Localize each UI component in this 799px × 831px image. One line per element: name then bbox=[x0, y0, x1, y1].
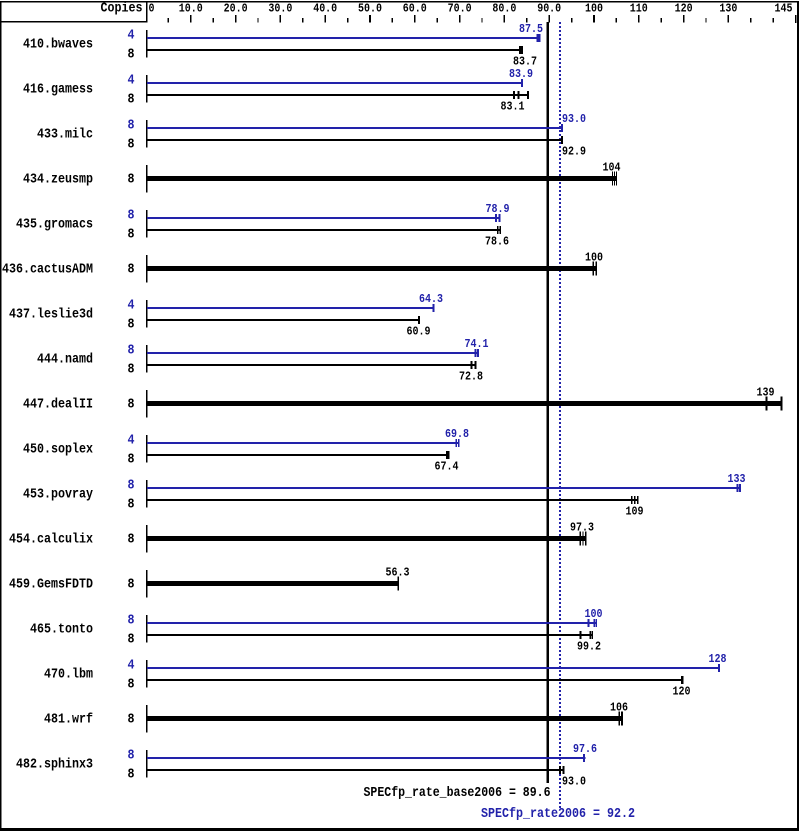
svg-text:106: 106 bbox=[610, 700, 628, 714]
svg-text:8: 8 bbox=[128, 577, 135, 593]
svg-text:100: 100 bbox=[585, 250, 603, 264]
svg-text:8: 8 bbox=[128, 451, 135, 467]
svg-text:133: 133 bbox=[728, 472, 746, 486]
svg-text:97.6: 97.6 bbox=[573, 742, 597, 756]
svg-text:8: 8 bbox=[128, 532, 135, 548]
svg-text:0: 0 bbox=[149, 2, 155, 16]
svg-text:8: 8 bbox=[128, 208, 135, 224]
svg-text:99.2: 99.2 bbox=[577, 639, 601, 653]
svg-text:120: 120 bbox=[675, 2, 693, 16]
svg-text:8: 8 bbox=[128, 343, 135, 359]
svg-text:8: 8 bbox=[128, 91, 135, 107]
svg-text:70.0: 70.0 bbox=[448, 2, 472, 16]
svg-text:109: 109 bbox=[626, 504, 644, 518]
svg-text:4: 4 bbox=[128, 658, 135, 674]
svg-text:83.7: 83.7 bbox=[513, 54, 537, 68]
svg-text:8: 8 bbox=[128, 136, 135, 152]
svg-text:8: 8 bbox=[128, 676, 135, 692]
svg-text:120: 120 bbox=[673, 684, 691, 698]
svg-text:100: 100 bbox=[585, 607, 603, 621]
svg-text:8: 8 bbox=[128, 748, 135, 764]
svg-text:20.0: 20.0 bbox=[224, 2, 248, 16]
svg-text:8: 8 bbox=[128, 172, 135, 188]
svg-text:69.8: 69.8 bbox=[445, 427, 469, 441]
svg-text:130: 130 bbox=[719, 2, 737, 16]
svg-text:4: 4 bbox=[128, 73, 135, 89]
svg-text:435.gromacs: 435.gromacs bbox=[16, 217, 93, 233]
svg-text:8: 8 bbox=[128, 712, 135, 728]
svg-text:30.0: 30.0 bbox=[268, 2, 292, 16]
svg-text:83.1: 83.1 bbox=[501, 99, 525, 113]
svg-text:8: 8 bbox=[128, 613, 135, 629]
svg-text:436.cactusADM: 436.cactusADM bbox=[2, 262, 93, 278]
svg-text:80.0: 80.0 bbox=[492, 2, 516, 16]
svg-text:444.namd: 444.namd bbox=[37, 352, 93, 368]
svg-text:87.5: 87.5 bbox=[519, 22, 543, 36]
svg-text:465.tonto: 465.tonto bbox=[30, 622, 93, 638]
svg-text:8: 8 bbox=[128, 478, 135, 494]
svg-text:93.0: 93.0 bbox=[562, 112, 586, 126]
svg-text:74.1: 74.1 bbox=[465, 337, 489, 351]
svg-text:10.0: 10.0 bbox=[179, 2, 203, 16]
svg-text:78.9: 78.9 bbox=[486, 202, 510, 216]
svg-text:453.povray: 453.povray bbox=[23, 487, 93, 503]
svg-text:100: 100 bbox=[585, 2, 603, 16]
svg-text:4: 4 bbox=[128, 298, 135, 314]
svg-text:447.dealII: 447.dealII bbox=[23, 397, 93, 413]
svg-text:83.9: 83.9 bbox=[509, 67, 533, 81]
svg-text:110: 110 bbox=[630, 2, 648, 16]
svg-text:145: 145 bbox=[775, 2, 793, 16]
svg-text:78.6: 78.6 bbox=[485, 234, 509, 248]
svg-text:60.9: 60.9 bbox=[407, 324, 431, 338]
svg-text:433.milc: 433.milc bbox=[37, 127, 93, 143]
svg-text:410.bwaves: 410.bwaves bbox=[23, 37, 93, 53]
svg-text:4: 4 bbox=[128, 433, 135, 449]
svg-text:8: 8 bbox=[128, 46, 135, 62]
svg-text:8: 8 bbox=[128, 316, 135, 332]
svg-text:40.0: 40.0 bbox=[313, 2, 337, 16]
svg-text:8: 8 bbox=[128, 766, 135, 782]
svg-text:8: 8 bbox=[128, 361, 135, 377]
svg-text:SPECfp_rate_base2006 = 89.6: SPECfp_rate_base2006 = 89.6 bbox=[364, 785, 551, 801]
svg-text:104: 104 bbox=[603, 160, 621, 174]
svg-text:50.0: 50.0 bbox=[358, 2, 382, 16]
svg-text:450.soplex: 450.soplex bbox=[23, 442, 93, 458]
svg-text:416.gamess: 416.gamess bbox=[23, 82, 93, 98]
svg-text:90.0: 90.0 bbox=[537, 2, 561, 16]
svg-text:72.8: 72.8 bbox=[459, 369, 483, 383]
svg-text:128: 128 bbox=[709, 652, 727, 666]
svg-text:8: 8 bbox=[128, 262, 135, 278]
svg-text:8: 8 bbox=[128, 226, 135, 242]
svg-text:93.0: 93.0 bbox=[562, 774, 586, 788]
svg-text:454.calculix: 454.calculix bbox=[9, 532, 93, 548]
svg-text:Copies: Copies bbox=[101, 1, 143, 17]
svg-text:437.leslie3d: 437.leslie3d bbox=[9, 307, 93, 323]
svg-text:8: 8 bbox=[128, 397, 135, 413]
svg-text:SPECfp_rate2006 = 92.2: SPECfp_rate2006 = 92.2 bbox=[481, 806, 635, 822]
svg-text:4: 4 bbox=[128, 28, 135, 44]
svg-text:434.zeusmp: 434.zeusmp bbox=[23, 172, 93, 188]
svg-text:60.0: 60.0 bbox=[403, 2, 427, 16]
svg-text:482.sphinx3: 482.sphinx3 bbox=[16, 757, 93, 773]
svg-text:139: 139 bbox=[757, 385, 775, 399]
svg-text:8: 8 bbox=[128, 118, 135, 134]
svg-text:8: 8 bbox=[128, 496, 135, 512]
svg-text:459.GemsFDTD: 459.GemsFDTD bbox=[9, 577, 93, 593]
svg-text:67.4: 67.4 bbox=[435, 459, 459, 473]
svg-text:64.3: 64.3 bbox=[419, 292, 443, 306]
svg-text:8: 8 bbox=[128, 631, 135, 647]
svg-text:470.lbm: 470.lbm bbox=[44, 667, 93, 683]
svg-text:92.9: 92.9 bbox=[562, 144, 586, 158]
svg-text:97.3: 97.3 bbox=[570, 520, 594, 534]
svg-text:56.3: 56.3 bbox=[386, 565, 410, 579]
svg-text:481.wrf: 481.wrf bbox=[44, 712, 93, 728]
